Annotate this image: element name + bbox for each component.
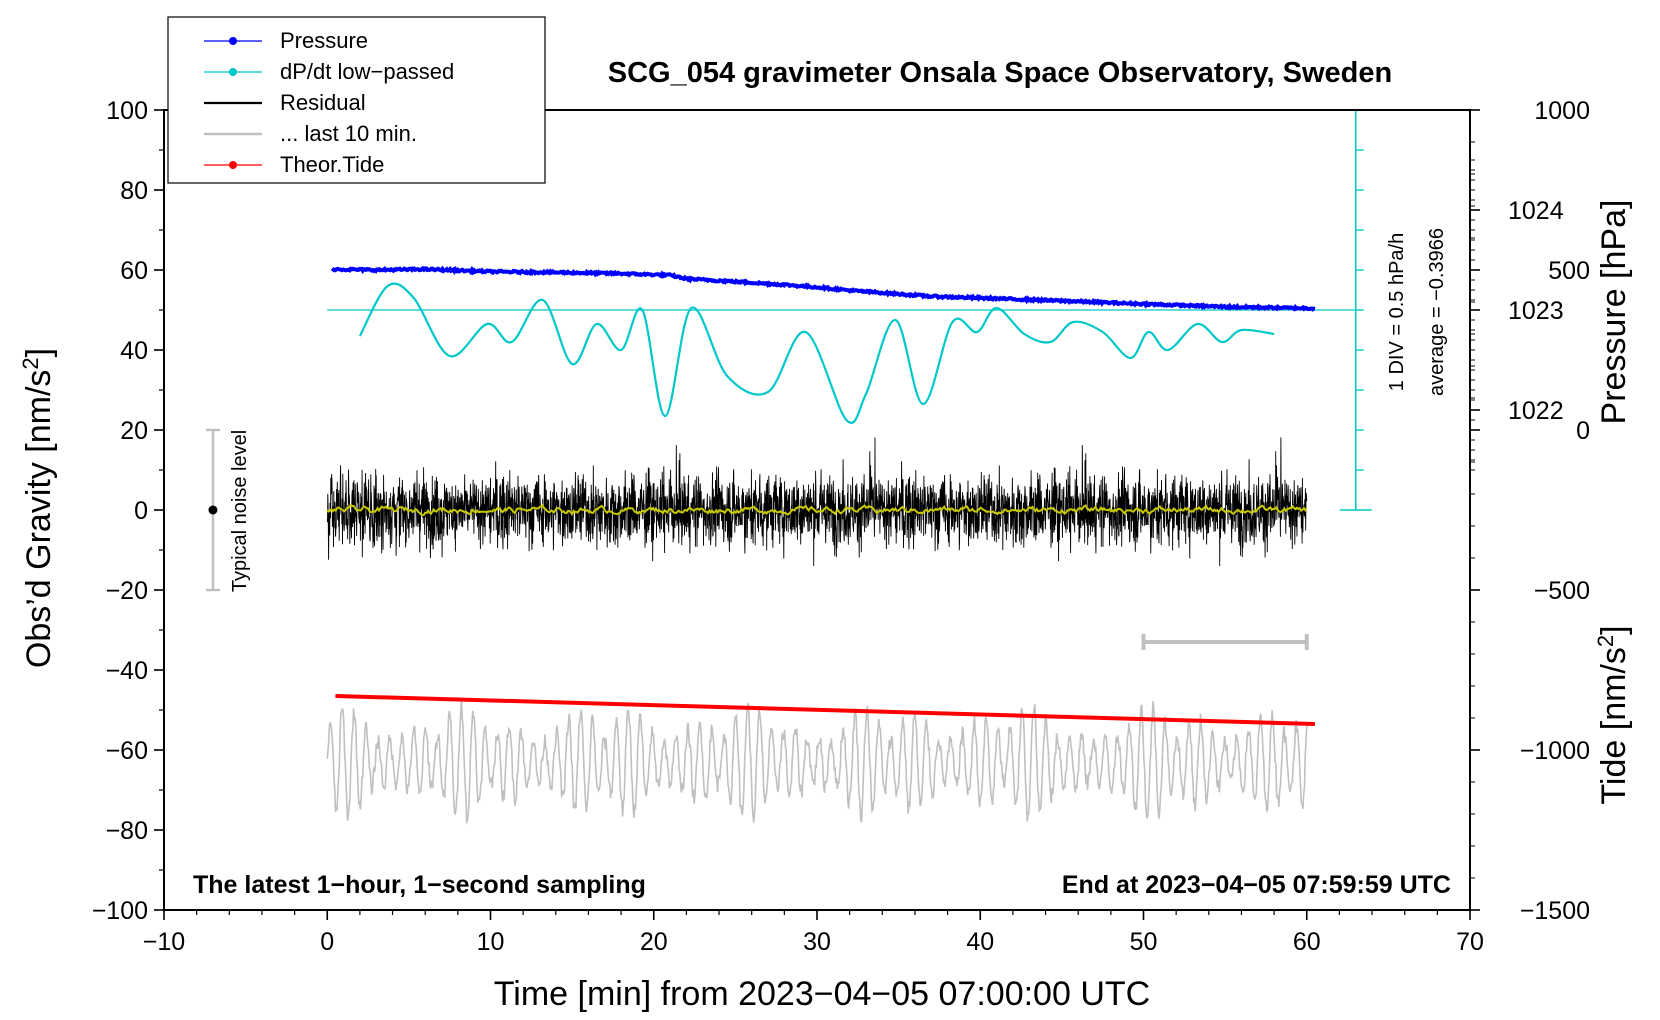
y-tick-label: −60 [106,737,148,765]
y-tick-label: −100 [92,897,148,925]
y-tick-label: 100 [106,97,148,125]
y-axis-label: Obs’d Gravity [nm/s2] [18,348,59,668]
legend-dot [229,37,237,45]
y-axis-label-sup: 2 [18,357,43,369]
x-tick-label: 30 [803,928,831,956]
tide-tick-label: −1500 [1520,897,1590,925]
legend: Pressure dP/dt low−passed Residual ... l… [167,16,546,184]
y-tick-label: 40 [120,337,148,365]
tide-tick-label: 500 [1548,257,1590,285]
y-tick-label: 60 [120,257,148,285]
y-axis-label-main: Obs’d Gravity [nm/s [20,370,58,669]
residual-detail-line [326,698,1308,825]
chart-title: SCG_054 gravimeter Onsala Space Observat… [608,57,1392,89]
y-tick-label: 80 [120,177,148,205]
annotation-latest-hour: The latest 1−hour, 1−second sampling [193,871,646,899]
tide-tick-label: 0 [1576,417,1590,445]
legend-label-last10: ... last 10 min. [280,121,417,146]
legend-label-residual: Residual [280,90,366,115]
x-tick-label: 0 [320,928,334,956]
residual-line [326,437,1308,567]
pressure-tick-label: 1023 [1508,297,1564,325]
y-tick-label: −40 [106,657,148,685]
tide-tick-label: −500 [1534,577,1590,605]
legend-label-dpdt: dP/dt low−passed [280,59,454,84]
x-tick-label: 50 [1130,928,1158,956]
tide-tick-label: −1000 [1520,737,1590,765]
noise-level-label: Typical noise level [229,430,251,592]
dpdt-average-label: average = −0.3966 [1426,228,1448,396]
x-axis-label: Time [min] from 2023−04−05 07:00:00 UTC [494,975,1150,1013]
y-axis-label-end: ] [20,348,58,357]
dpdt-div-label: 1 DIV = 0.5 hPa/h [1386,233,1408,391]
residual-mean-line [326,503,1308,517]
x-tick-label: 60 [1293,928,1321,956]
pressure-tick-label: 1022 [1508,397,1564,425]
x-tick-label: 70 [1456,928,1484,956]
x-tick-label: 40 [966,928,994,956]
tide-line [335,694,1315,726]
legend-dot [229,68,237,76]
y-tick-label: 0 [134,497,148,525]
tide-axis-label-sup: 2 [1593,635,1618,647]
pressure-line [330,265,1316,312]
pressure-tick-label: 1024 [1508,197,1564,225]
x-tick-label: 20 [640,928,668,956]
legend-label-tide: Theor.Tide [280,152,384,177]
y-tick-label: −20 [106,577,148,605]
dpdt-line [358,282,1275,424]
y-tick-label: 20 [120,417,148,445]
tide-axis-label-main: Tide [nm/s [1595,647,1633,804]
pressure-axis-label: Pressure [hPa] [1595,200,1633,425]
annotation-end-time: End at 2023−04−05 07:59:59 UTC [1062,871,1451,899]
legend-label-pressure: Pressure [280,28,368,53]
tide-tick-label: 1000 [1534,97,1590,125]
x-tick-label: −10 [143,928,185,956]
legend-box [167,16,546,184]
tide-axis-label-end: ] [1595,625,1633,634]
tide-axis-label: Tide [nm/s2] [1593,625,1634,804]
legend-dot [229,161,237,169]
x-tick-label: 10 [477,928,505,956]
noise-bar-center [208,505,218,515]
y-tick-label: −80 [106,817,148,845]
